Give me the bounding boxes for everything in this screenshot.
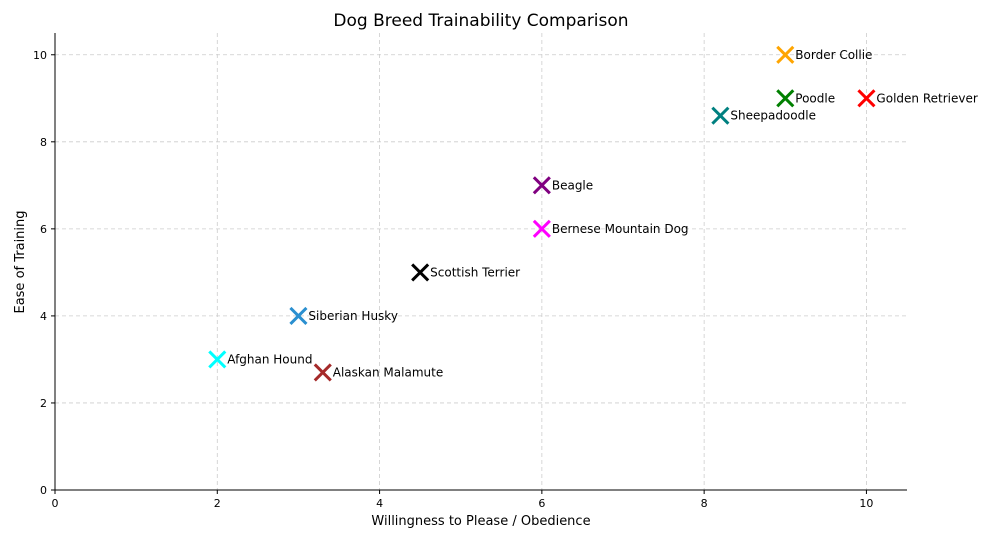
point-label: Beagle xyxy=(552,178,593,192)
data-point: Border Collie xyxy=(776,45,872,64)
point-marker-stroke xyxy=(532,219,551,238)
x-tick-label: 0 xyxy=(52,497,59,510)
point-label: Scottish Terrier xyxy=(430,265,520,279)
grid xyxy=(54,33,907,491)
y-tick-label: 4 xyxy=(40,310,47,323)
axes xyxy=(54,33,907,491)
tick-labels: 0 2 4 6 8 10 0 2 4 6 8 10 xyxy=(33,49,873,510)
x-tick-label: 10 xyxy=(859,497,873,510)
point-marker-stroke xyxy=(411,263,430,282)
y-tick-label: 10 xyxy=(33,49,47,62)
data-point: Alaskan Malamute xyxy=(313,363,443,382)
point-label: Siberian Husky xyxy=(308,309,398,323)
data-point: Sheepadoodle xyxy=(711,106,816,125)
data-point: Scottish Terrier xyxy=(411,263,520,282)
chart-title: Dog Breed Trainability Comparison xyxy=(333,11,628,31)
x-tick-label: 4 xyxy=(376,497,383,510)
y-tick-label: 2 xyxy=(40,397,47,410)
point-label: Golden Retriever xyxy=(876,91,977,105)
x-tick-label: 2 xyxy=(214,497,221,510)
point-label: Afghan Hound xyxy=(227,352,312,366)
point-label: Sheepadoodle xyxy=(730,109,816,123)
point-label: Alaskan Malamute xyxy=(333,365,443,379)
point-label: Poodle xyxy=(795,91,835,105)
point-marker-stroke xyxy=(208,350,227,369)
x-tick-label: 6 xyxy=(538,497,545,510)
data-point: Bernese Mountain Dog xyxy=(532,219,689,238)
y-tick-label: 6 xyxy=(40,223,47,236)
point-marker-stroke xyxy=(776,89,795,108)
x-tick-label: 8 xyxy=(701,497,708,510)
point-marker-stroke xyxy=(532,176,551,195)
data-points: Border Collie Poodle Golden Retriever Sheep… xyxy=(208,45,978,382)
y-tick-label: 0 xyxy=(40,484,47,497)
data-point: Siberian Husky xyxy=(289,306,398,325)
data-point: Beagle xyxy=(532,176,593,195)
point-label: Bernese Mountain Dog xyxy=(552,222,689,236)
point-marker-stroke xyxy=(776,45,795,64)
data-point: Afghan Hound xyxy=(208,350,312,369)
point-marker-stroke xyxy=(313,363,332,382)
point-marker-stroke xyxy=(289,306,308,325)
y-axis-label: Ease of Training xyxy=(13,210,28,313)
point-marker-stroke xyxy=(857,89,876,108)
data-point: Poodle xyxy=(776,89,835,108)
data-point: Golden Retriever xyxy=(857,89,978,108)
point-label: Border Collie xyxy=(795,48,872,62)
x-axis-label: Willingness to Please / Obedience xyxy=(371,514,590,529)
point-marker-stroke xyxy=(711,106,730,125)
y-tick-label: 8 xyxy=(40,136,47,149)
